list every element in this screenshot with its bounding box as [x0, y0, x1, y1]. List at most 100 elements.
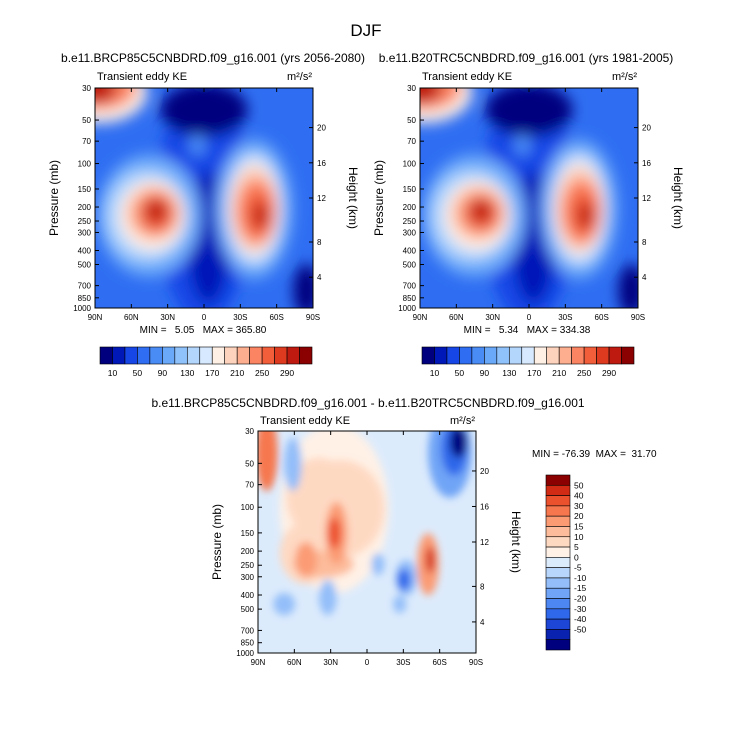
colorbar-swatch: [571, 346, 585, 365]
ytick-label: 500: [241, 605, 255, 614]
xtick-label: 60N: [124, 313, 139, 322]
xtick-label: 90S: [469, 658, 483, 667]
ytick-right-label: 8: [642, 238, 647, 247]
colorbar-label: 170: [205, 368, 219, 378]
ytick-right-label: 16: [480, 502, 489, 511]
colorbar-swatch: [434, 346, 448, 365]
ytick-label: 500: [78, 261, 92, 270]
xtick-label: 60N: [287, 658, 302, 667]
panel-2-field: [420, 88, 638, 308]
colorbar-label: 50: [455, 368, 465, 378]
ytick-label: 50: [82, 116, 91, 125]
panel-3-ylabel-right: Height (km): [509, 511, 523, 573]
ytick-label: 50: [245, 459, 254, 468]
panel-3-units: m²/s²: [450, 415, 475, 427]
panel-1-title: b.e11.BRCP85C5CNBDRD.f09_g16.001 (yrs 20…: [61, 51, 365, 65]
colorbar-swatch: [545, 557, 571, 568]
colorbar-swatch: [496, 346, 510, 365]
colorbar-label: 50: [133, 368, 143, 378]
colorbar-label: -20: [574, 594, 587, 604]
colorbar-label: 40: [574, 491, 584, 501]
ytick-label: 70: [245, 481, 254, 490]
ytick-right-label: 4: [642, 273, 647, 282]
colorbar-swatch: [558, 346, 572, 365]
ytick-right-label: 16: [642, 159, 651, 168]
xtick-label: 90S: [631, 313, 645, 322]
ytick-label: 30: [407, 84, 416, 93]
panel-1-ylabel: Pressure (mb): [47, 160, 61, 236]
colorbar-swatch: [545, 536, 571, 548]
colorbar-label: 210: [230, 368, 244, 378]
xtick-label: 90N: [88, 313, 103, 322]
ytick-label: 200: [241, 547, 255, 556]
colorbar-swatch: [421, 346, 435, 365]
colorbar-swatch: [446, 346, 460, 365]
colorbar-swatch: [459, 346, 473, 365]
panel-2-ylabel: Pressure (mb): [372, 160, 386, 236]
colorbar-swatch: [124, 346, 138, 365]
ytick-label: 150: [403, 185, 417, 194]
ytick-right-label: 4: [480, 618, 485, 627]
colorbar-label: 5: [574, 542, 579, 552]
colorbar-swatch: [249, 346, 263, 365]
panel-3-subtitle: Transient eddy KE: [260, 415, 350, 427]
panel-2-subtitle: Transient eddy KE: [422, 71, 512, 83]
colorbar-swatch: [545, 567, 571, 579]
colorbar-swatch: [236, 346, 250, 365]
ytick-label: 700: [403, 282, 417, 291]
ytick-label: 500: [403, 261, 417, 270]
ytick-label: 70: [82, 137, 91, 146]
colorbar-swatch: [545, 618, 571, 630]
colorbar-label: 90: [480, 368, 490, 378]
colorbar-swatch: [545, 474, 571, 486]
colorbar-label: 90: [158, 368, 168, 378]
ytick-right-label: 12: [317, 194, 326, 203]
ytick-right-label: 12: [642, 194, 651, 203]
colorbar-label: 130: [180, 368, 194, 378]
ytick-label: 70: [407, 137, 416, 146]
panel-3-ylabel: Pressure (mb): [210, 504, 224, 580]
colorbar-swatch: [596, 346, 610, 365]
colorbar-swatch: [545, 608, 571, 620]
colorbar-swatch: [545, 587, 571, 599]
colorbar-swatch: [112, 346, 126, 365]
colorbar-swatch: [471, 346, 485, 365]
colorbar-swatch: [545, 484, 571, 496]
colorbar-swatch: [162, 346, 176, 365]
xtick-label: 30N: [160, 313, 175, 322]
colorbar-label: 210: [552, 368, 566, 378]
panel-3: b.e11.BRCP85C5CNBDRD.f09_g16.001 - b.e11…: [151, 396, 657, 667]
ytick-label: 700: [78, 282, 92, 291]
ytick-label: 300: [403, 228, 417, 237]
ytick-label: 250: [403, 217, 417, 226]
xtick-label: 30S: [396, 658, 410, 667]
colorbar-swatch: [137, 346, 151, 365]
ytick-right-label: 8: [480, 582, 485, 591]
panel-3-title: b.e11.BRCP85C5CNBDRD.f09_g16.001 - b.e11…: [151, 396, 584, 410]
ytick-label: 30: [82, 84, 91, 93]
colorbar-swatch: [545, 598, 571, 610]
colorbar-label: -30: [574, 604, 587, 614]
panel-1-minmax: MIN = 5.05 MAX = 365.80: [140, 325, 267, 336]
ytick-label: 1000: [398, 304, 416, 313]
ytick-label: 400: [403, 247, 417, 256]
colorbar-swatch: [608, 346, 622, 365]
colorbar-swatch: [545, 515, 571, 527]
colorbar-label: 290: [602, 368, 616, 378]
xtick-label: 30S: [558, 313, 572, 322]
colorbar-label: 15: [574, 521, 584, 531]
ytick-right-label: 12: [480, 538, 489, 547]
xtick-label: 30S: [233, 313, 247, 322]
colorbar-swatch: [149, 346, 163, 365]
colorbar-swatch: [261, 346, 275, 365]
colorbar-1: 10 50 90 130 170 210 250 290: [99, 346, 313, 378]
panel-2: b.e11.B20TRC5CNBDRD.f09_g16.001 (yrs 198…: [372, 51, 685, 378]
panel-2-ylabel-right: Height (km): [671, 167, 685, 229]
colorbar-label: 250: [255, 368, 269, 378]
colorbar-swatch: [274, 346, 288, 365]
colorbar-swatch: [99, 346, 113, 365]
ytick-label: 100: [241, 503, 255, 512]
ytick-label: 250: [78, 217, 92, 226]
ytick-label: 400: [78, 247, 92, 256]
